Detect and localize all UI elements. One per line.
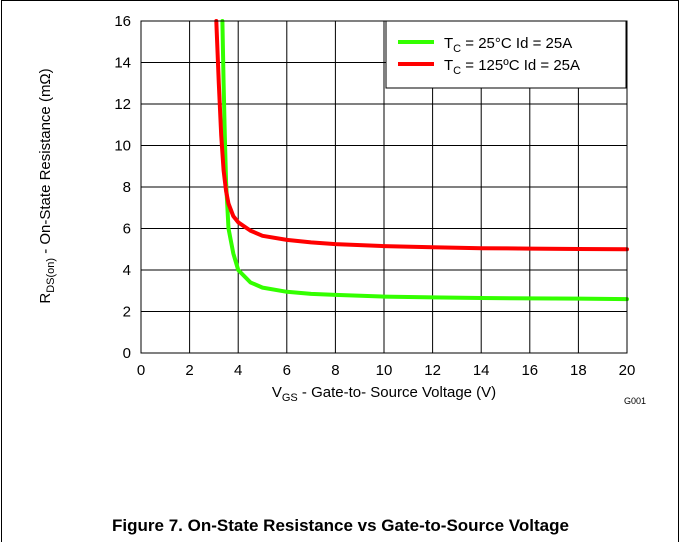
y-tick-label: 8 xyxy=(123,179,131,196)
plot-border xyxy=(140,20,628,354)
x-tick-label: 0 xyxy=(137,362,145,379)
legend-label-tc125: TC = 125ºC Id = 25A xyxy=(444,57,580,77)
y-tick-label: 6 xyxy=(123,221,131,238)
chart-ticks: 0 2 4 6 8 10 12 14 16 18 20 0 2 4 6 8 10 12 14 16 xyxy=(114,13,635,379)
series-line-1 xyxy=(214,19,629,252)
x-tick-label: 2 xyxy=(185,362,193,379)
legend-label-tc25: TC = 25°C Id = 25A xyxy=(444,35,572,55)
chart-series xyxy=(214,19,629,302)
legend-box xyxy=(385,20,627,89)
figure-caption: Figure 7. On-State Resistance vs Gate-to… xyxy=(112,516,569,535)
x-tick-label: 12 xyxy=(424,362,441,379)
y-tick-label: 14 xyxy=(114,55,131,72)
y-tick-label: 16 xyxy=(114,13,131,30)
chart-legend: TC = 25°C Id = 25A TC = 125ºC Id = 25A xyxy=(385,20,627,89)
x-tick-label: 10 xyxy=(376,362,393,379)
y-axis-label: RDS(on) - On-State Resistance (mΩ) xyxy=(37,68,57,303)
x-tick-label: 20 xyxy=(619,362,636,379)
y-tick-label: 0 xyxy=(123,345,131,362)
y-tick-label: 10 xyxy=(114,138,131,155)
x-tick-label: 8 xyxy=(331,362,339,379)
x-tick-label: 14 xyxy=(473,362,490,379)
x-tick-label: 16 xyxy=(521,362,538,379)
y-tick-label: 12 xyxy=(114,96,131,113)
x-tick-label: 6 xyxy=(283,362,291,379)
figure-code: G001 xyxy=(624,396,646,406)
x-axis-label: VGS - Gate-to- Source Voltage (V) xyxy=(272,384,496,404)
y-tick-label: 2 xyxy=(123,304,131,321)
x-tick-label: 4 xyxy=(234,362,242,379)
x-tick-label: 18 xyxy=(570,362,587,379)
y-tick-label: 4 xyxy=(123,262,131,279)
